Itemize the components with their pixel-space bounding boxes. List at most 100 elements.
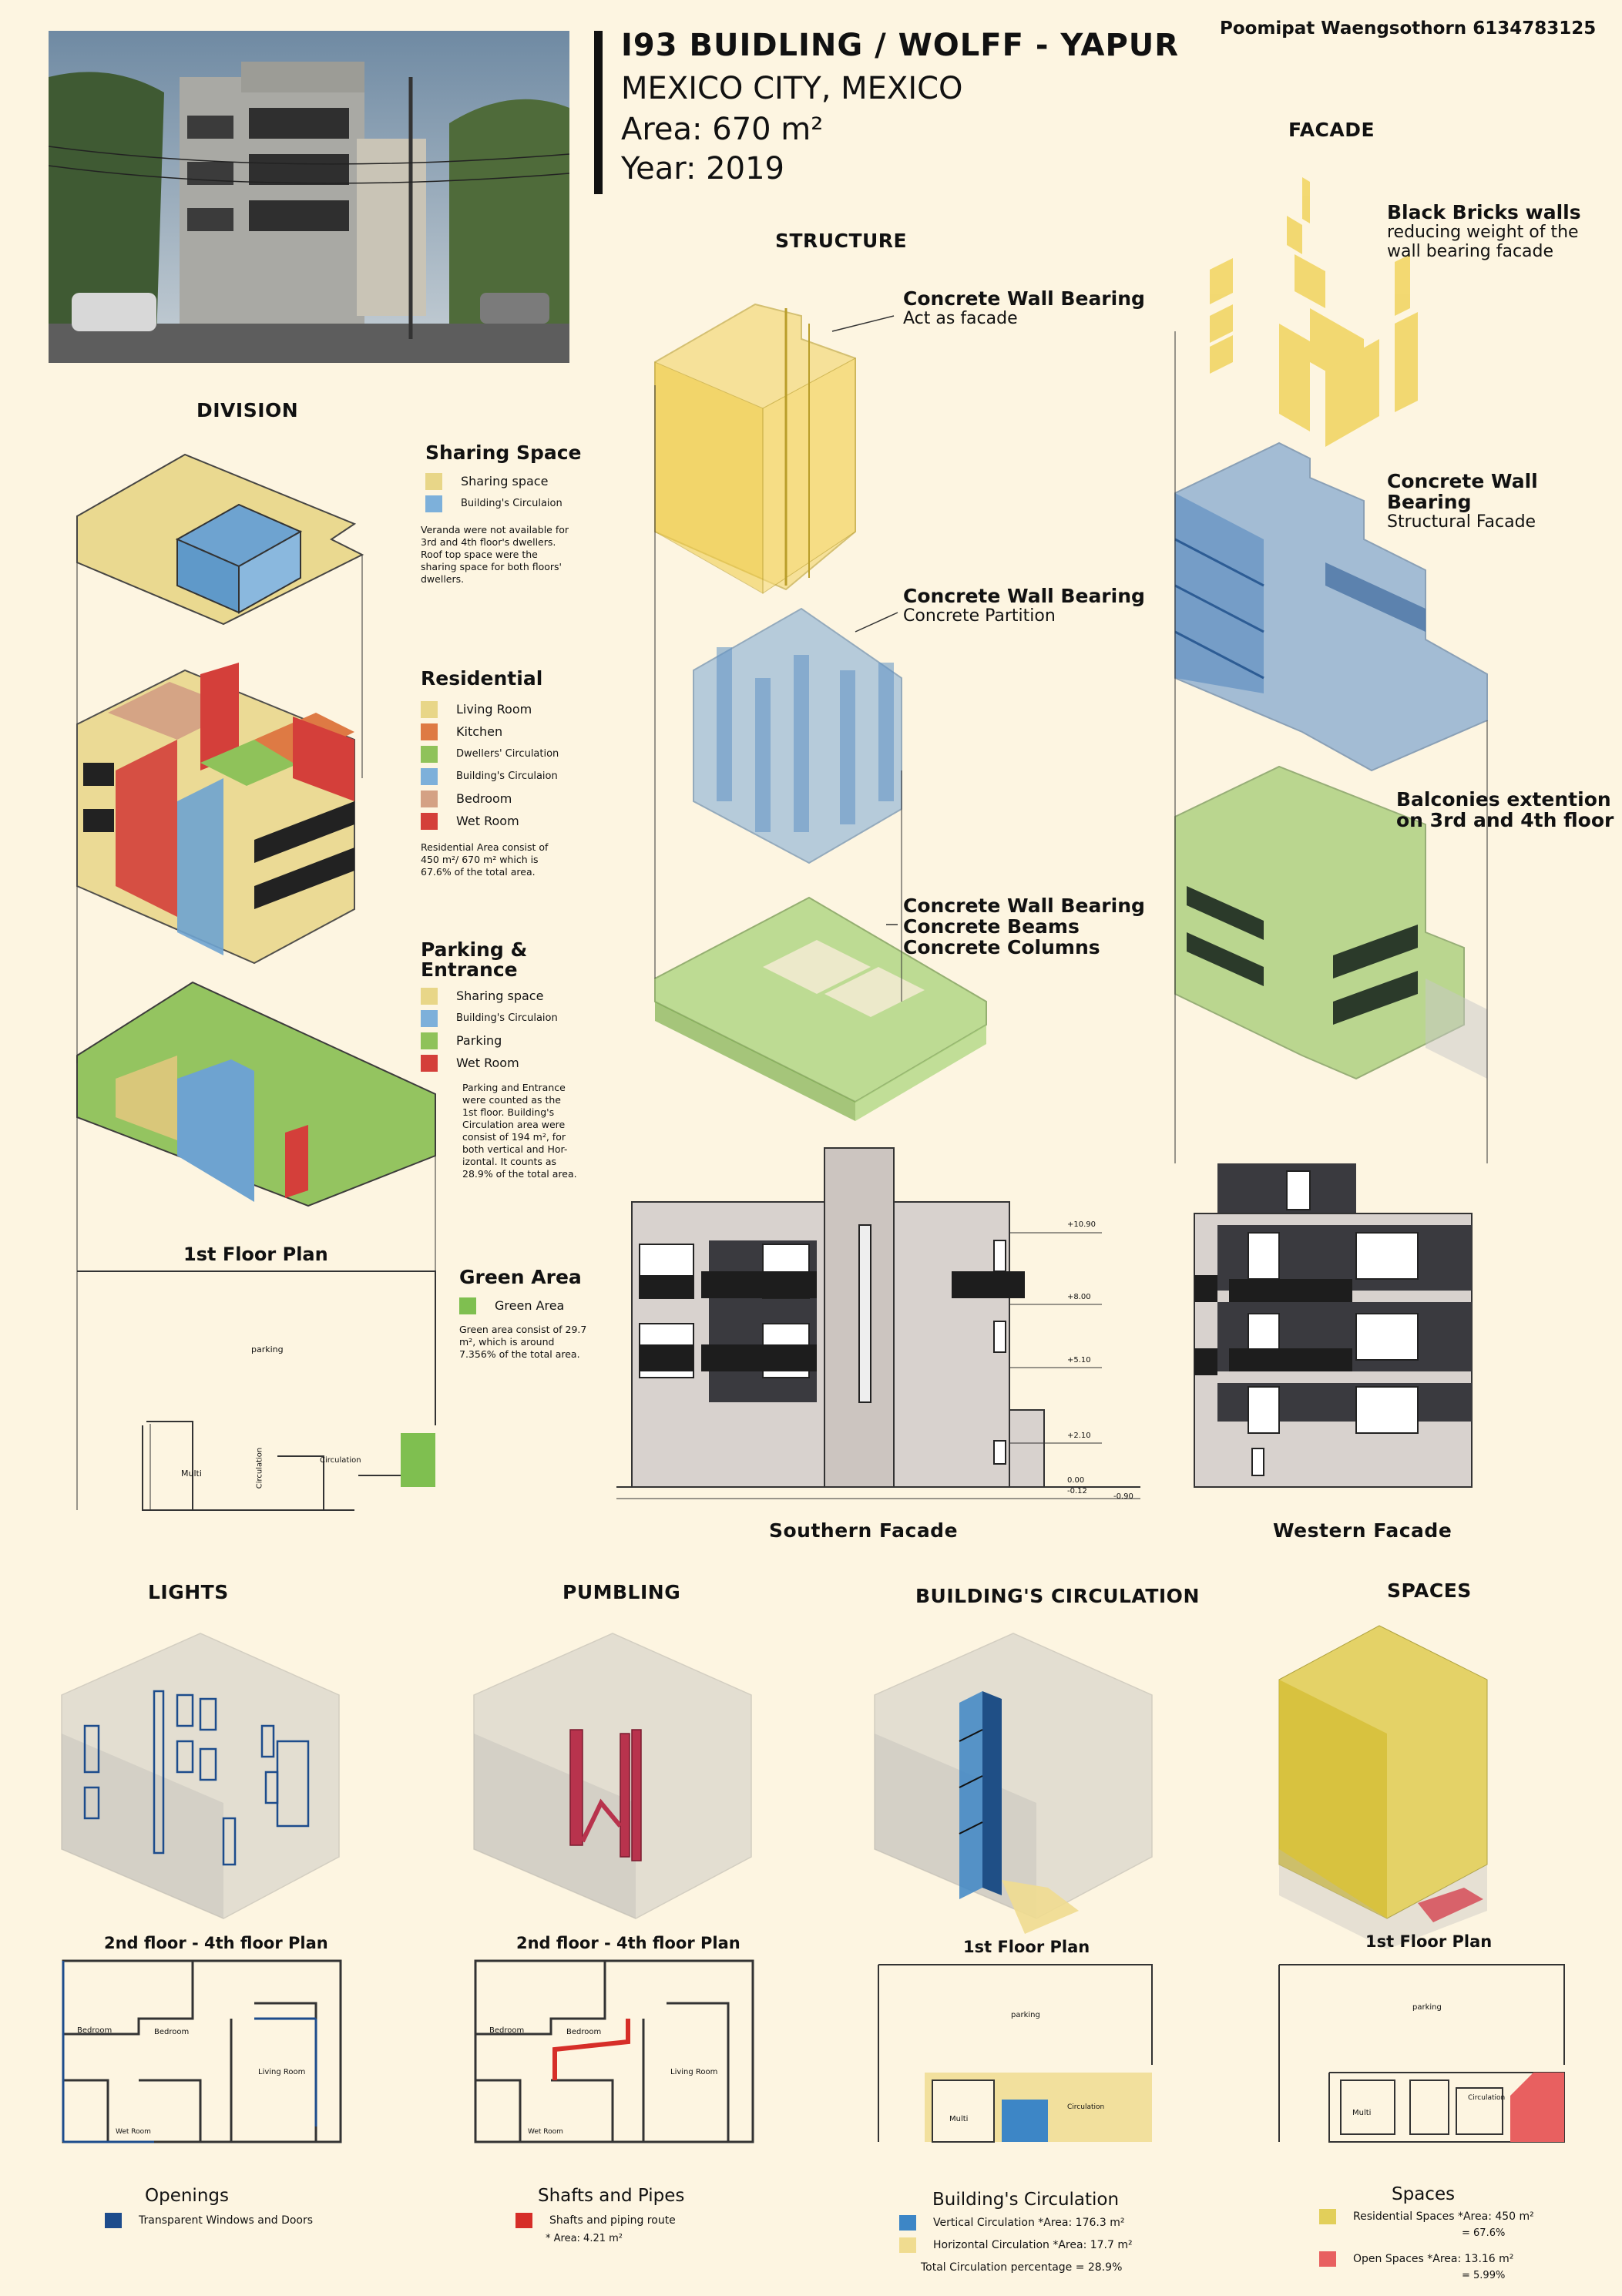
legend-label: Sharing space — [456, 989, 544, 1003]
building-photo — [49, 31, 569, 363]
plumbing-plan-title: 2nd floor - 4th floor Plan — [516, 1934, 740, 1952]
southern-facade-label: Southern Facade — [769, 1519, 959, 1542]
green-title: Green Area — [459, 1266, 582, 1288]
plumbing-area: * Area: 4.21 m² — [546, 2233, 623, 2244]
legend-item: Wet Room — [421, 810, 559, 832]
facade-sub: reducing weight of the — [1387, 223, 1579, 242]
circulation-heading: BUILDING'S CIRCULATION — [915, 1585, 1200, 1607]
circulation-legend-title: Building's Circulation — [932, 2190, 1120, 2210]
parking-legend: Sharing space Building's Circulaion Park… — [421, 985, 558, 1074]
room-label-wetroom: Wet Room — [116, 2128, 151, 2136]
plumbing-legend-title: Shafts and Pipes — [538, 2186, 685, 2206]
plumbing-heading: PUMBLING — [562, 1581, 681, 1603]
legend-item: Building's Circulaion — [421, 1007, 558, 1029]
plan-label-circulation-2: Circulation — [320, 1456, 361, 1465]
facade-label-2: Concrete Wall Bearing Structural Facade — [1387, 471, 1622, 532]
structure-label-1: Concrete Wall Bearing Act as facade — [903, 288, 1145, 328]
level-minus-0-90: -0.90 — [1113, 1492, 1133, 1501]
title-bar — [594, 31, 603, 194]
room-label-wetroom-2: Wet Room — [528, 2128, 563, 2136]
facade-title-2: on 3rd and 4th floor — [1396, 809, 1614, 831]
lights-heading: LIGHTS — [148, 1581, 229, 1603]
legend-item: Green Area — [459, 1294, 564, 1317]
legend-item: Parking — [421, 1029, 558, 1052]
structure-sub: Concrete Partition — [903, 606, 1056, 626]
legend-label: Living Room — [456, 702, 532, 717]
structure-line: Concrete Beams — [903, 915, 1080, 938]
legend-label: Horizontal Circulation *Area: 17.7 m² — [933, 2238, 1133, 2251]
facade-sub: Structural Facade — [1387, 512, 1536, 532]
project-location: MEXICO CITY, MEXICO — [621, 71, 963, 106]
facade-heading: FACADE — [1288, 119, 1375, 141]
legend-item: Sharing space — [425, 470, 562, 492]
spaces-legend: Residential Spaces *Area: 450 m² = 67.6%… — [1319, 2205, 1534, 2281]
parking-note: Parking and Entrance were counted as the… — [462, 1082, 577, 1180]
spaces-heading: SPACES — [1387, 1579, 1472, 1602]
lights-legend: Transparent Windows and Doors — [105, 2209, 313, 2231]
legend-label: Kitchen — [456, 724, 503, 739]
legend-label: Building's Circulaion — [461, 498, 562, 509]
legend-item: Residential Spaces *Area: 450 m² — [1319, 2205, 1534, 2227]
legend-item: Shafts and piping route — [515, 2209, 676, 2231]
facade-title: Balconies extention — [1396, 788, 1611, 811]
room-label-multi-2: Multi — [1352, 2109, 1372, 2117]
residential-title: Residential — [421, 667, 543, 690]
plan-label-parking: parking — [251, 1344, 284, 1354]
sharing-legend: Sharing space Building's Circulaion — [425, 470, 562, 515]
legend-item: Open Spaces *Area: 13.16 m² — [1319, 2247, 1534, 2270]
lights-legend-title: Openings — [145, 2186, 229, 2206]
room-label-bedroom-4: Bedroom — [566, 2028, 602, 2036]
legend-label: Shafts and piping route — [549, 2214, 676, 2227]
legend-item: Transparent Windows and Doors — [105, 2209, 313, 2231]
residential-legend: Living Room Kitchen Dwellers' Circulatio… — [421, 698, 559, 832]
legend-label: Vertical Circulation *Area: 176.3 m² — [933, 2216, 1125, 2229]
room-label-bedroom-2: Bedroom — [154, 2028, 190, 2036]
level-minus-0-12: -0.12 — [1067, 1487, 1087, 1495]
facade-sub: wall bearing facade — [1387, 242, 1554, 261]
legend-label: Residential Spaces *Area: 450 m² — [1353, 2210, 1534, 2223]
residential-note: Residential Area consist of 450 m²/ 670 … — [421, 841, 549, 878]
room-label-bedroom: Bedroom — [77, 2026, 112, 2035]
legend-item: Horizontal Circulation *Area: 17.7 m² — [899, 2234, 1133, 2256]
room-label-bedroom-3: Bedroom — [489, 2026, 525, 2035]
spaces-legend-title: Spaces — [1392, 2184, 1456, 2204]
facade-title: Concrete Wall Bearing — [1387, 470, 1538, 513]
circulation-legend: Vertical Circulation *Area: 176.3 m² Hor… — [899, 2211, 1133, 2256]
legend-item: Sharing space — [421, 985, 558, 1007]
author: Poomipat Waengsothorn 6134783125 — [1220, 18, 1597, 39]
room-label-parking: parking — [1011, 2011, 1040, 2019]
structure-title: Concrete Wall Bearing — [903, 287, 1145, 310]
facade-title: Black Bricks walls — [1387, 201, 1581, 223]
division-heading: DIVISION — [196, 399, 299, 421]
legend-label: Green Area — [495, 1298, 565, 1313]
plumbing-legend: Shafts and piping route — [515, 2209, 676, 2231]
green-note: Green area consist of 29.7 m², which is … — [459, 1324, 587, 1360]
legend-item: Wet Room — [421, 1052, 558, 1074]
spaces-plan-title: 1st Floor Plan — [1365, 1932, 1493, 1951]
sharing-note: Veranda were not available for 3rd and 4… — [421, 524, 569, 585]
legend-label: Building's Circulaion — [456, 1012, 558, 1024]
room-label-circulation: Circulation — [1067, 2103, 1105, 2111]
project-title: I93 BUIDLING / WOLFF - YAPUR — [621, 28, 1180, 63]
structure-sub: Act as facade — [903, 309, 1018, 328]
legend-item: Bedroom — [421, 787, 559, 810]
circulation-total: Total Circulation percentage = 28.9% — [921, 2261, 1123, 2274]
room-label-living: Living Room — [258, 2068, 306, 2076]
legend-label: Sharing space — [461, 474, 549, 488]
room-label-circulation-2: Circulation — [1468, 2094, 1506, 2102]
legend-label: Parking — [456, 1033, 502, 1048]
project-year: Year: 2019 — [621, 151, 784, 186]
sharing-space-title: Sharing Space — [425, 441, 582, 464]
structure-line: Concrete Columns — [903, 936, 1100, 958]
circulation-plan-title: 1st Floor Plan — [963, 1938, 1090, 1956]
legend-item: Living Room — [421, 698, 559, 720]
facade-label-3: Balconies extention on 3rd and 4th floor — [1396, 789, 1614, 831]
structure-title: Concrete Wall Bearing — [903, 585, 1145, 607]
structure-title: Concrete Wall Bearing — [903, 895, 1145, 917]
room-label-parking-2: parking — [1412, 2003, 1442, 2012]
room-label-multi: Multi — [949, 2115, 969, 2123]
